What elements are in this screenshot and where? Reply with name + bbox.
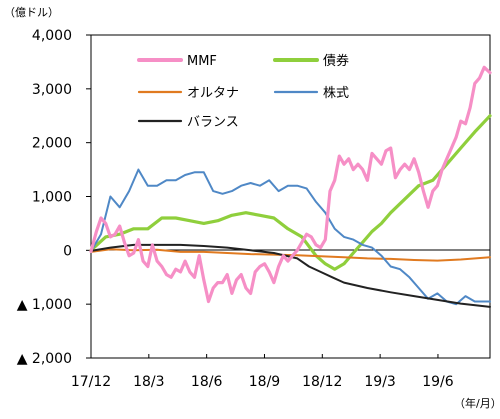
x-tick-label: 18/6 — [191, 374, 223, 390]
legend-label: 債券 — [323, 53, 349, 69]
y-tick-label: 2,000 — [32, 136, 72, 152]
series-line-0 — [89, 65, 492, 304]
series-line-3 — [90, 168, 491, 306]
x-axis-unit: （年/月） — [454, 396, 500, 410]
legend-label: 株式 — [323, 86, 349, 101]
legend-label: オルタナ — [187, 86, 239, 101]
series-line-1 — [89, 114, 492, 271]
y-tick-label: 4,000 — [32, 28, 72, 44]
series-layer — [89, 65, 492, 308]
x-tick-label: 19/6 — [422, 374, 454, 390]
legend-label: MMF — [187, 54, 217, 69]
x-tick-label: 19/3 — [364, 374, 395, 390]
y-tick-label: ▲ 2,000 — [17, 351, 72, 367]
x-tick-label: 18/3 — [133, 374, 164, 390]
x-tick-label: 18/9 — [249, 374, 280, 390]
y-tick-label: ▲ 1,000 — [17, 297, 72, 313]
x-tick-label: 18/12 — [302, 374, 342, 390]
y-tick-label: 1,000 — [32, 190, 72, 206]
series-line-4 — [90, 243, 491, 308]
legend-label: バランス — [187, 115, 239, 130]
x-tick-label: 17/12 — [71, 374, 111, 390]
y-tick-label: 3,000 — [32, 82, 72, 98]
y-tick-label: 0 — [63, 243, 72, 259]
y-axis-ticks: 4,000 3,000 2,000 1,000 0 ▲ 1,000 ▲ 2,000 — [17, 28, 91, 367]
y-axis-unit: （億ドル） — [4, 6, 59, 19]
x-axis-ticks: 17/12 18/3 18/6 18/9 18/12 19/3 19/6 — [71, 354, 454, 390]
